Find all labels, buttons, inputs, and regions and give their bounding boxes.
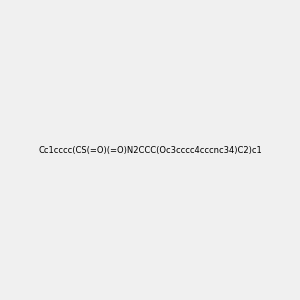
Text: Cc1cccc(CS(=O)(=O)N2CCC(Oc3cccc4cccnc34)C2)c1: Cc1cccc(CS(=O)(=O)N2CCC(Oc3cccc4cccnc34)… bbox=[38, 146, 262, 154]
